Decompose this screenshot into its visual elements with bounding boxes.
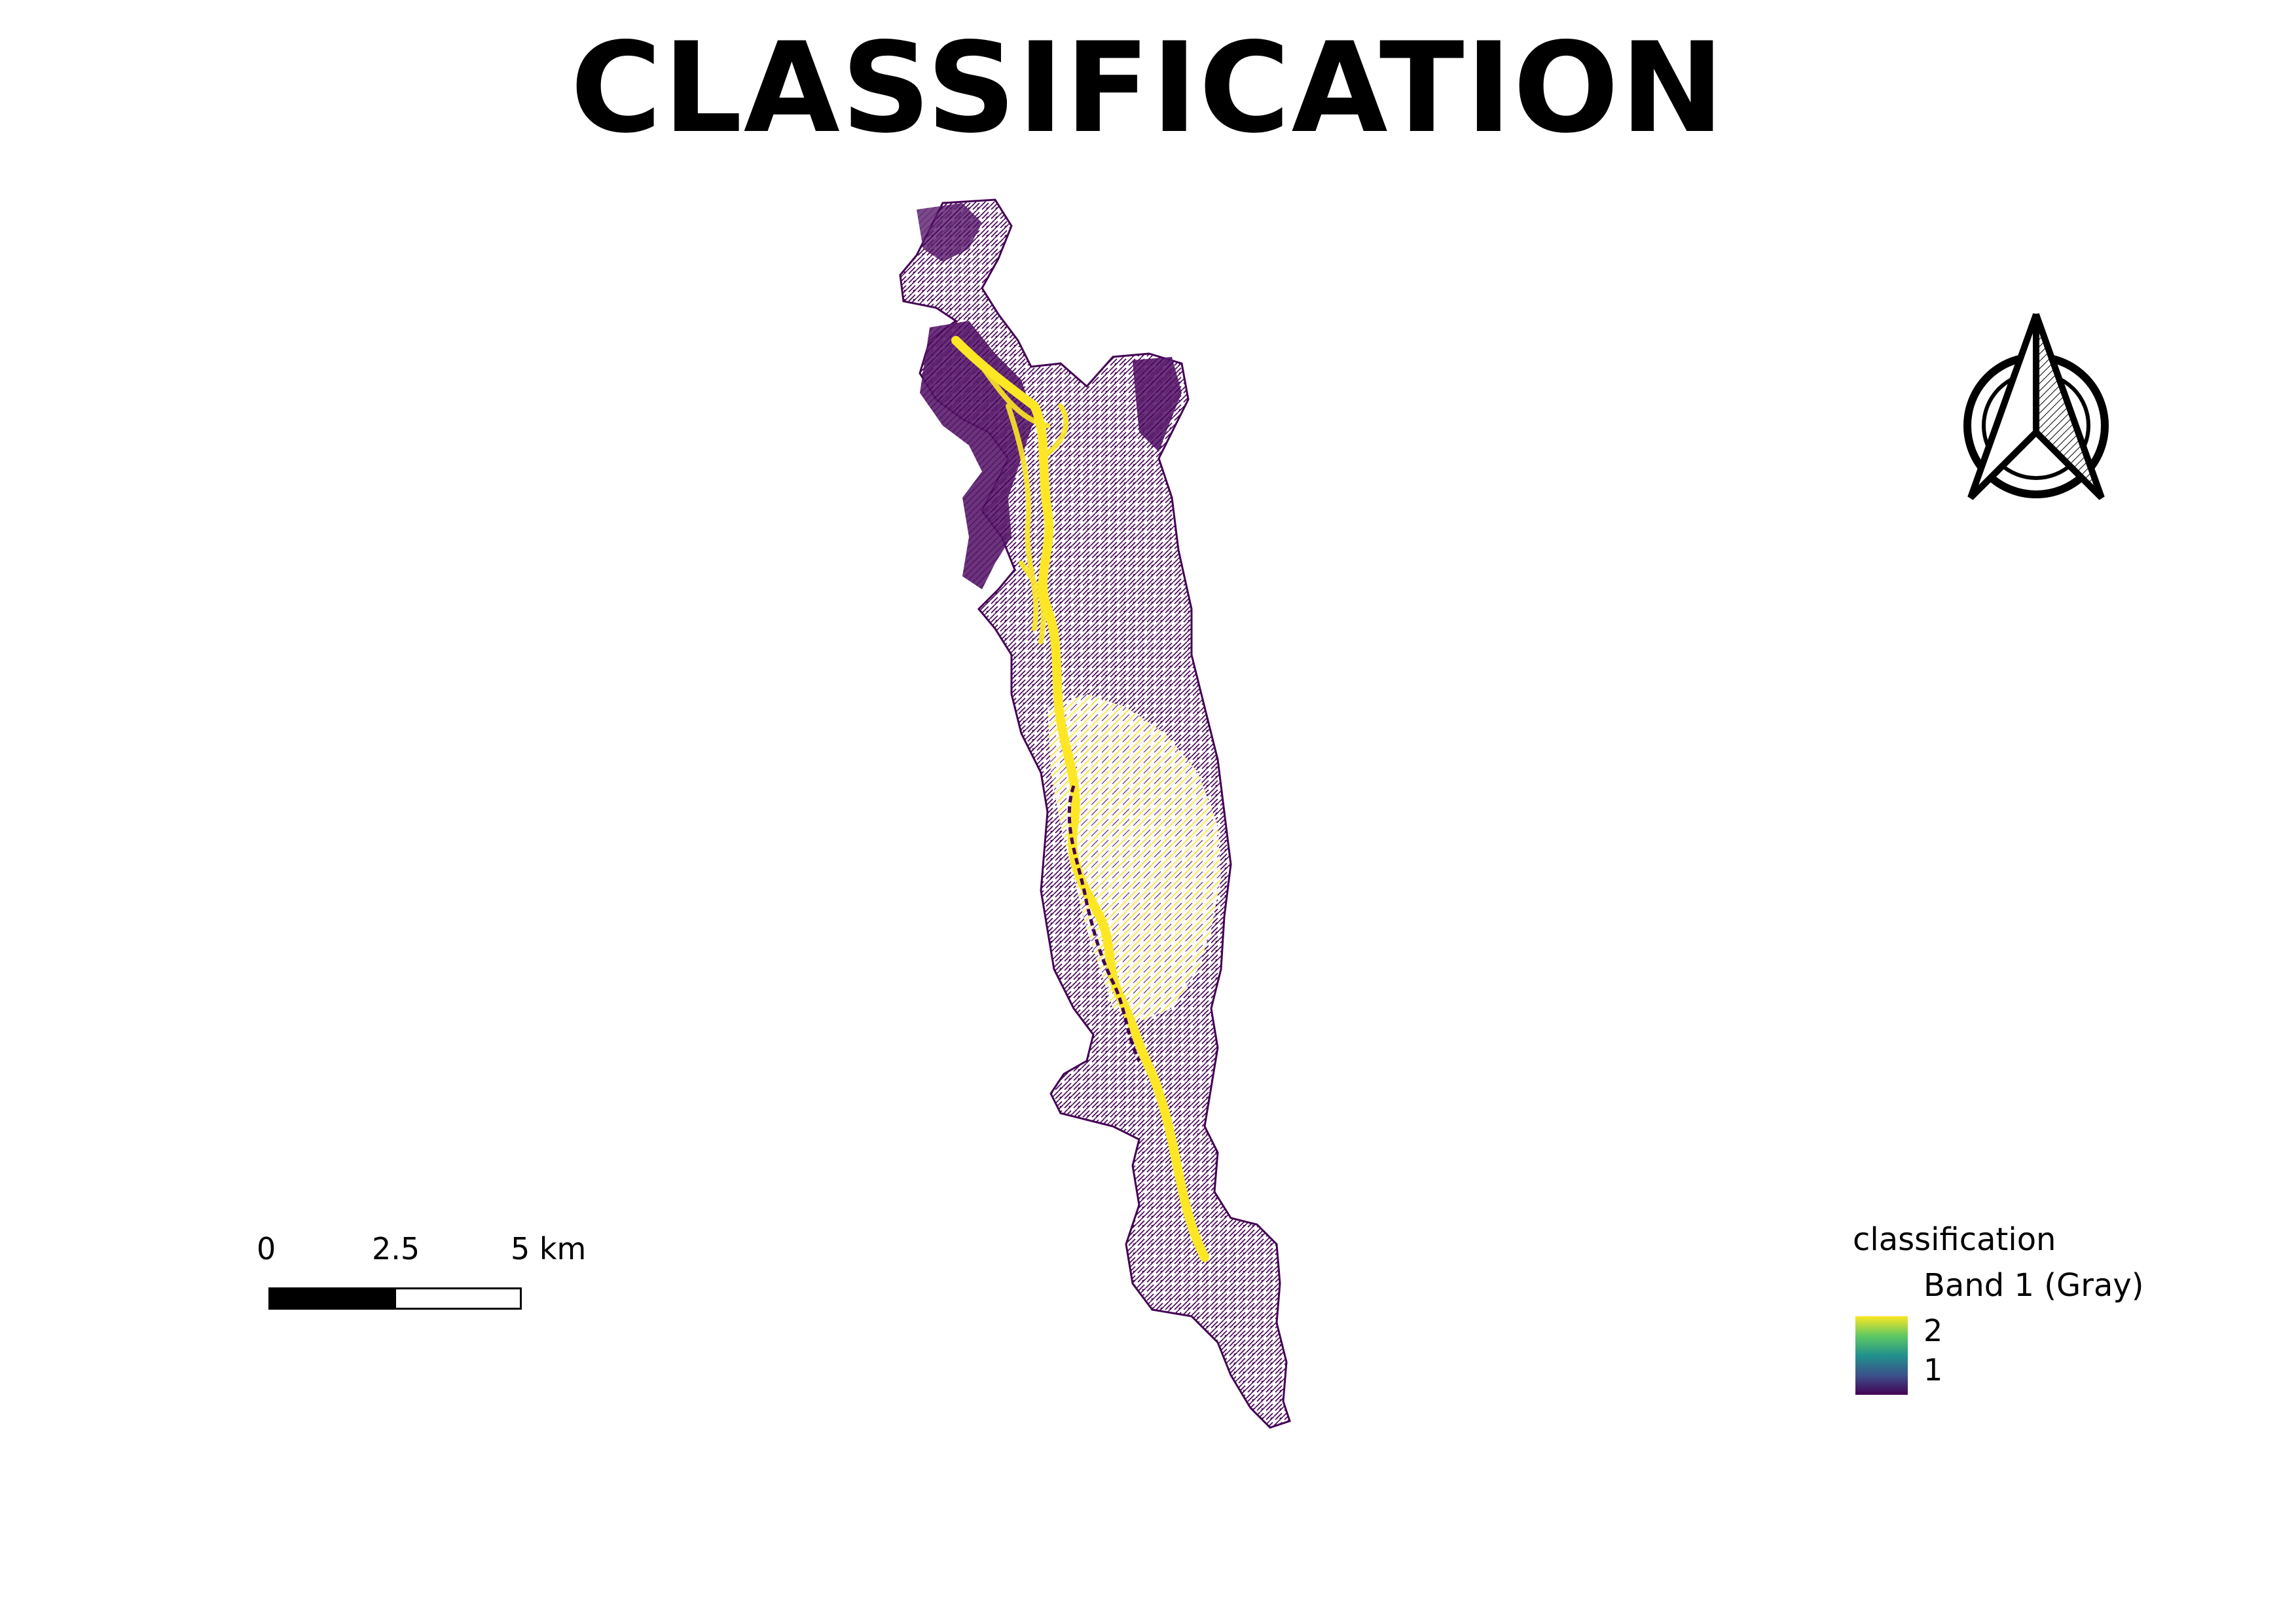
legend: classification Band 1 (Gray) 2 1: [1853, 1221, 2180, 1418]
legend-max-label: 2: [1923, 1313, 1943, 1348]
scale-label-end: 5 km: [511, 1231, 587, 1266]
legend-min-label: 1: [1923, 1352, 1943, 1388]
map-title: CLASSIFICATION: [570, 16, 1726, 160]
class-2-region: [1048, 694, 1221, 1022]
scale-label-0: 0: [257, 1231, 276, 1266]
river-braid: [979, 364, 1069, 644]
legend-layer-name: classification: [1853, 1221, 2056, 1258]
scale-segment-light: [394, 1287, 522, 1310]
scale-segment-dark: [268, 1287, 396, 1310]
river-edge: [1067, 785, 1141, 1062]
scale-label-mid: 2.5: [372, 1231, 420, 1266]
scale-bar: 0 2.5 5 km: [249, 1231, 615, 1329]
legend-band-name: Band 1 (Gray): [1923, 1267, 2144, 1304]
class-1-dense-patch: [917, 203, 982, 262]
north-arrow-icon: [1963, 313, 2109, 500]
legend-color-ramp: [1855, 1316, 1908, 1395]
class-1-dense-patch: [1133, 357, 1182, 452]
river-channel: [951, 336, 1209, 1262]
